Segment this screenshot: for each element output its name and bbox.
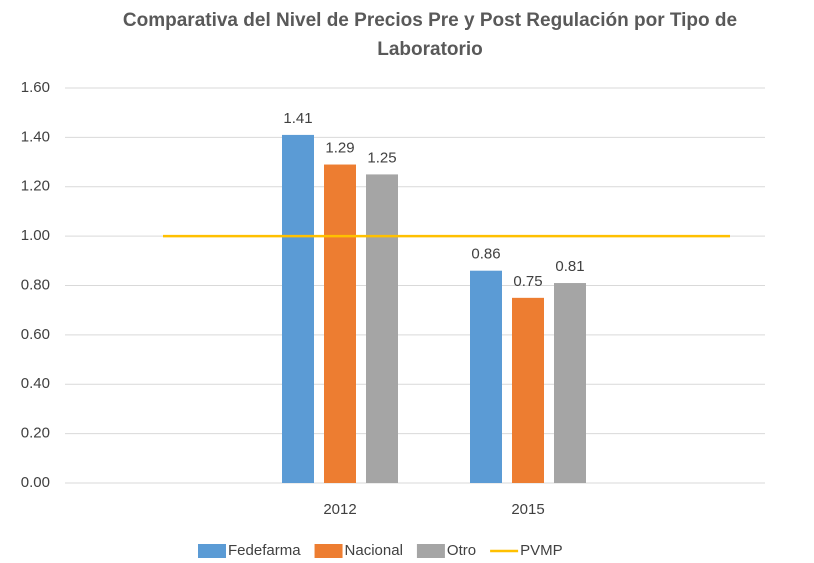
y-tick-label: 1.20 bbox=[21, 178, 50, 195]
data-label: 0.75 bbox=[513, 273, 542, 290]
y-tick-label: 0.40 bbox=[21, 375, 50, 392]
legend-swatch bbox=[314, 544, 343, 558]
data-label: 1.29 bbox=[325, 140, 354, 157]
data-label: 1.41 bbox=[283, 110, 312, 127]
y-tick-label: 0.20 bbox=[21, 425, 50, 442]
bar bbox=[470, 270, 502, 483]
y-tick-label: 0.80 bbox=[21, 276, 50, 293]
x-tick-label: 2015 bbox=[511, 501, 544, 518]
y-tick-label: 1.00 bbox=[21, 227, 50, 244]
bar bbox=[324, 164, 356, 483]
chart-title: Comparativa del Nivel de Precios Pre y P… bbox=[122, 10, 738, 60]
data-label: 0.81 bbox=[555, 258, 584, 275]
y-tick-label: 1.60 bbox=[21, 79, 50, 96]
legend-label: PVMP bbox=[520, 542, 563, 559]
legend-label: Fedefarma bbox=[228, 542, 301, 559]
bar bbox=[282, 134, 314, 483]
y-tick-label: 1.40 bbox=[21, 128, 50, 145]
legend-swatch bbox=[416, 544, 445, 558]
bar bbox=[512, 297, 544, 483]
legend-label: Nacional bbox=[345, 542, 403, 559]
y-tick-label: 0.00 bbox=[21, 474, 50, 491]
legend-label: Otro bbox=[447, 542, 476, 559]
y-tick-label: 0.60 bbox=[21, 326, 50, 343]
x-tick-label: 2012 bbox=[323, 501, 356, 518]
legend-swatch bbox=[198, 544, 226, 558]
data-label: 0.86 bbox=[471, 246, 500, 263]
bar bbox=[554, 283, 586, 483]
data-label: 1.25 bbox=[367, 149, 396, 166]
bar bbox=[366, 174, 398, 483]
